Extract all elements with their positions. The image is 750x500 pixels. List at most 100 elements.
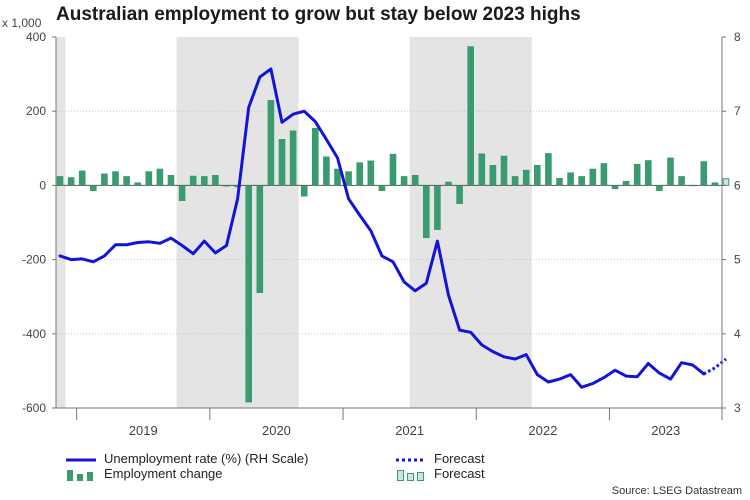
employment-bar	[90, 185, 97, 191]
employment-bar	[545, 153, 552, 186]
employment-bar	[178, 185, 186, 201]
legend-forecast-bars-label: Forecast	[434, 466, 485, 481]
legend-forecast-line-label: Forecast	[434, 451, 485, 466]
unemployment-forecast-line	[703, 357, 727, 376]
year-label: 2019	[129, 423, 158, 438]
employment-bar	[134, 182, 141, 186]
employment-bar	[711, 182, 719, 186]
right-tick-label: 5	[734, 253, 741, 267]
right-tick-label: 4	[734, 327, 741, 341]
employment-bar	[223, 185, 230, 187]
employment-bar	[212, 175, 219, 186]
employment-bar	[378, 185, 386, 191]
unemployment-line-layer	[58, 67, 727, 389]
chart-title: Australian employment to grow but stay b…	[56, 4, 581, 25]
employment-bar	[556, 177, 563, 186]
year-label: 2022	[528, 423, 557, 438]
employment-bar	[345, 171, 352, 186]
employment-forecast-bar	[722, 178, 730, 186]
legend-line-swatch	[66, 458, 96, 462]
unemployment-rate-line	[58, 67, 706, 389]
legend-bars: Employment change	[66, 466, 223, 481]
year-label: 2023	[651, 423, 680, 438]
employment-bar	[423, 185, 430, 239]
employment-bar	[300, 185, 308, 197]
employment-bar	[611, 185, 619, 190]
employment-bar	[289, 130, 297, 186]
employment-bar	[511, 176, 519, 186]
employment-bar	[123, 176, 130, 186]
employment-bars-layer	[56, 46, 730, 403]
legend-line-label: Unemployment rate (%) (RH Scale)	[104, 451, 309, 466]
employment-bar	[633, 163, 641, 186]
employment-bar	[267, 100, 275, 186]
employment-bar	[245, 185, 252, 403]
employment-bar	[367, 160, 375, 186]
left-tick-label: 200	[26, 104, 46, 118]
employment-bar	[400, 176, 408, 186]
recession-band-1	[176, 37, 299, 408]
employment-bar	[456, 185, 463, 204]
employment-bar	[145, 171, 153, 186]
legend-bars-label: Employment change	[104, 466, 223, 481]
employment-bar	[500, 155, 508, 186]
employment-bar	[234, 185, 241, 188]
employment-bar	[478, 153, 486, 186]
right-tick-label: 6	[734, 178, 741, 192]
employment-bar	[522, 169, 530, 186]
employment-bar	[567, 172, 574, 186]
left-tick-label: -600	[22, 401, 46, 415]
legend-forecast-line-swatch	[396, 458, 426, 462]
left-tick-label: 400	[26, 30, 46, 44]
employment-bar	[201, 176, 208, 186]
employment-bar	[278, 139, 286, 186]
employment-bar	[256, 185, 264, 293]
employment-bar	[445, 181, 452, 186]
employment-bar	[600, 163, 608, 186]
employment-bar	[589, 168, 597, 186]
employment-bar	[467, 46, 474, 186]
employment-bar	[645, 160, 652, 186]
employment-bar	[356, 162, 363, 186]
legend-bars-swatch	[67, 469, 93, 481]
year-label: 2021	[395, 423, 424, 438]
left-tick-label: -200	[22, 253, 46, 267]
axes-layer: 400 200 0 -200 -400 -600 8 7 6 5 4 3 2019 2020 2021 202…	[22, 30, 741, 438]
left-axis-units: x 1,000	[2, 16, 42, 30]
employment-bar	[167, 175, 175, 186]
right-tick-label: 3	[734, 401, 741, 415]
legend-line: Unemployment rate (%) (RH Scale)	[66, 451, 308, 466]
right-tick-label: 7	[734, 104, 741, 118]
employment-bar	[678, 176, 685, 186]
employment-bar	[67, 177, 75, 186]
employment-bar	[389, 153, 397, 186]
left-tick-label: -400	[22, 327, 46, 341]
recession-band-0	[56, 37, 66, 408]
employment-bar	[489, 164, 497, 186]
left-tick-label: 0	[39, 178, 46, 192]
employment-bar	[312, 127, 319, 186]
legend-forecast-bars-swatch	[397, 469, 424, 481]
employment-bar	[578, 176, 585, 186]
employment-bar	[689, 185, 696, 187]
right-tick-label: 8	[734, 30, 741, 44]
year-label: 2020	[262, 423, 291, 438]
employment-bar	[411, 175, 419, 186]
legend-forecast-bars: Forecast	[396, 466, 485, 481]
legend-forecast-line: Forecast	[396, 451, 485, 466]
employment-bar	[534, 164, 541, 186]
employment-bar	[334, 168, 341, 186]
recession-shading-layer	[56, 37, 532, 408]
employment-bar	[78, 170, 86, 186]
employment-bar	[56, 176, 64, 186]
employment-bar	[656, 185, 663, 191]
employment-bar	[622, 180, 630, 186]
employment-bar	[101, 173, 108, 186]
employment-bar	[700, 161, 708, 186]
employment-bar	[434, 185, 441, 230]
gridline-layer	[56, 110, 722, 335]
employment-bar	[323, 156, 330, 186]
employment-bar	[156, 168, 164, 186]
source-note: Source: LSEG Datastream	[611, 485, 742, 497]
